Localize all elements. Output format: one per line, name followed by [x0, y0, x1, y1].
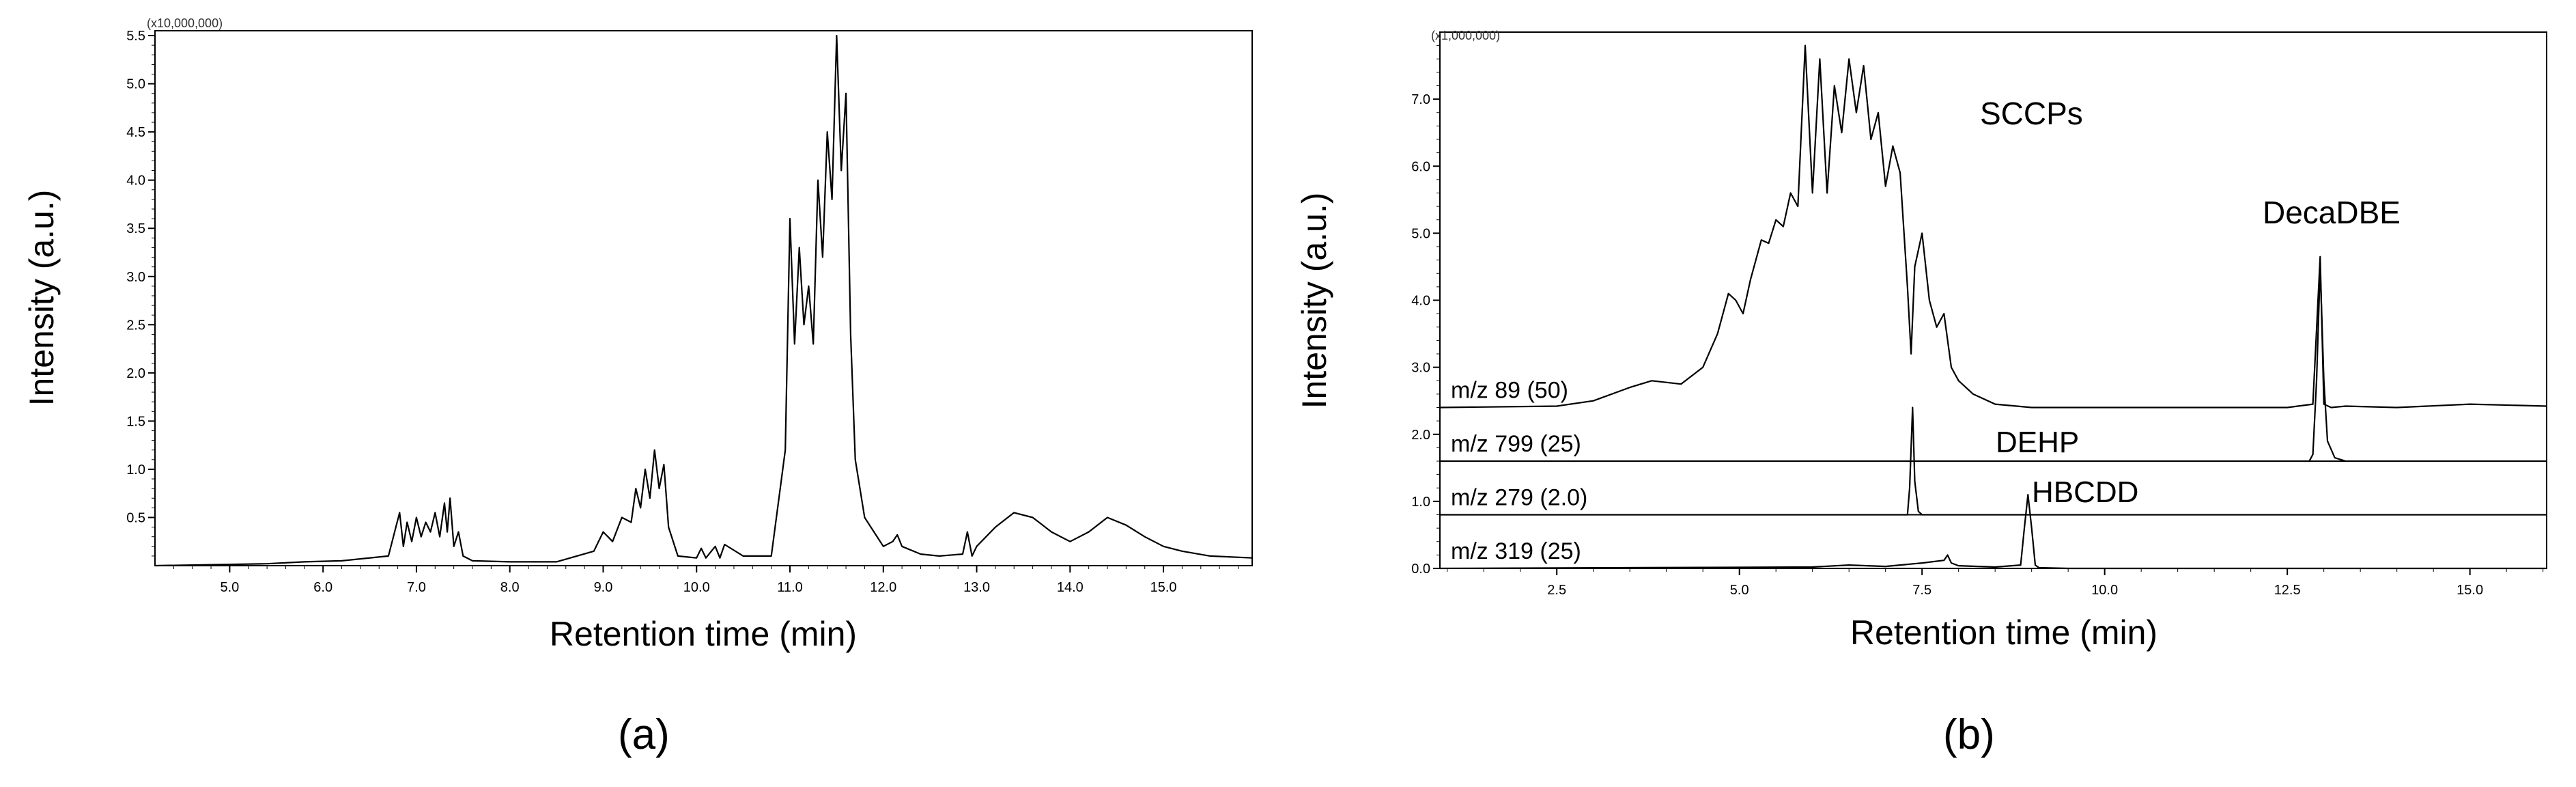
series-line	[1440, 406, 2547, 516]
x-tick-label: 15.0	[1150, 580, 1177, 595]
series-lines	[1439, 44, 2547, 570]
x-tick-label: 8.0	[500, 580, 520, 595]
annotation-dehp: DEHP	[1996, 426, 2079, 459]
multiplier-label: (x10,000,000)	[147, 16, 223, 30]
y-tick-label: 2.5	[126, 318, 145, 333]
x-tick-label: 9.0	[594, 580, 613, 595]
y-tick-label: 0.5	[126, 510, 145, 525]
series-labels: m/z 89 (50) m/z 799 (25) m/z 279 (2.0) m/z …	[1451, 378, 1587, 565]
y-axis-title: Intensity (a.u.)	[1295, 193, 1333, 409]
series-label: m/z 89 (50)	[1451, 378, 1568, 404]
y-tick-label: 3.0	[126, 270, 145, 285]
panel-letter: (b)	[1943, 711, 1995, 758]
chart-panel-a: (x10,000,000) Intensity (a.u.) Retention…	[23, 16, 1253, 758]
y-tick-label: 5.0	[126, 77, 145, 92]
x-tick-label: 5.0	[1730, 583, 1749, 598]
x-tick-label: 10.0	[2091, 583, 2118, 598]
series-lines	[154, 34, 1253, 567]
axis-ticks: 2.5 5.0 7.5 10.0 12.5 15.0 0.0 1.0 2.0 3.0 4.0 5.0 6…	[1411, 45, 2544, 598]
plot-frame	[154, 30, 1253, 566]
annotation-sccps: SCCPs	[1980, 96, 2083, 131]
multiplier-label: (x1,000,000)	[1431, 29, 1500, 42]
x-tick-label: 10.0	[683, 580, 710, 595]
series-line	[1439, 493, 2547, 570]
y-tick-label: 4.0	[126, 174, 145, 189]
x-tick-label: 2.5	[1547, 583, 1566, 598]
panel-letter: (a)	[618, 711, 670, 758]
series-line	[154, 34, 1253, 567]
y-tick-label: 5.0	[1411, 226, 1430, 241]
x-tick-label: 15.0	[2457, 583, 2483, 598]
x-tick-label: 11.0	[777, 580, 802, 595]
y-tick-label: 2.0	[1411, 428, 1430, 443]
series-label: m/z 279 (2.0)	[1451, 485, 1587, 511]
y-tick-label: 4.0	[1411, 294, 1430, 309]
x-tick-label: 12.5	[2274, 583, 2301, 598]
y-tick-label: 1.5	[126, 414, 145, 429]
y-tick-label: 1.0	[1411, 495, 1430, 510]
series-line	[1440, 266, 2547, 462]
x-tick-label: 7.0	[407, 580, 426, 595]
annotation-decadbe: DecaDBE	[2263, 195, 2401, 230]
y-tick-label: 6.0	[1411, 159, 1430, 174]
y-tick-label: 3.0	[1411, 361, 1430, 376]
y-tick-label: 3.5	[126, 221, 145, 236]
series-label: m/z 799 (25)	[1451, 431, 1581, 457]
x-axis-title: Retention time (min)	[1850, 613, 2157, 652]
y-tick-label: 4.5	[126, 125, 145, 140]
chart-b: (x1,000,000) Intensity (a.u.) Retention …	[1295, 29, 2547, 652]
y-axis-title: Intensity (a.u.)	[23, 190, 61, 406]
series-line	[1439, 44, 2547, 409]
y-tick-label: 0.0	[1411, 562, 1430, 577]
chart-a: (x10,000,000) Intensity (a.u.) Retention…	[23, 16, 1253, 653]
axis-ticks: 5.0 6.0 7.0 8.0 9.0 10.0 11.0 12.0 13.0 14.0 15.0 0…	[126, 29, 1239, 595]
x-tick-label: 6.0	[313, 580, 332, 595]
x-tick-label: 12.0	[870, 580, 896, 595]
chart-panel-b: (x1,000,000) Intensity (a.u.) Retention …	[1295, 0, 2576, 787]
x-tick-label: 14.0	[1057, 580, 1084, 595]
y-tick-label: 2.0	[126, 366, 145, 381]
x-axis-title: Retention time (min)	[550, 615, 857, 653]
series-label: m/z 319 (25)	[1451, 538, 1581, 564]
x-tick-label: 13.0	[963, 580, 990, 595]
y-tick-label: 1.0	[126, 462, 145, 478]
annotation-hbcdd: HBCDD	[2032, 475, 2138, 509]
y-tick-label: 5.5	[126, 29, 145, 44]
y-tick-label: 7.0	[1411, 92, 1430, 107]
x-tick-label: 5.0	[221, 580, 240, 595]
x-tick-label: 7.5	[1912, 583, 1931, 598]
